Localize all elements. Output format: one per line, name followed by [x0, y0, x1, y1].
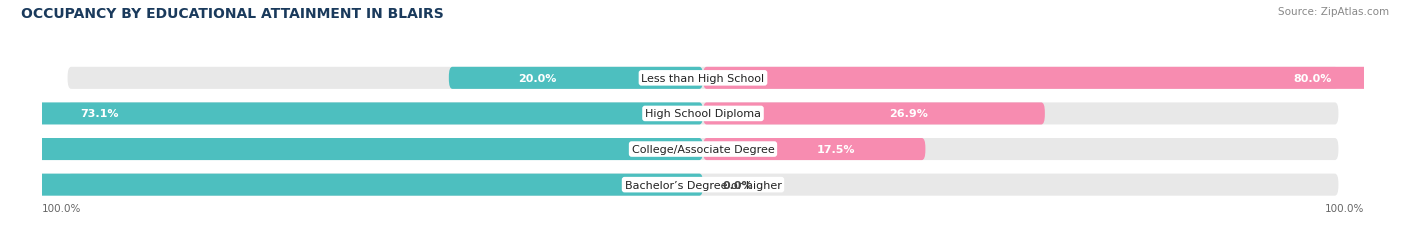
FancyBboxPatch shape	[703, 67, 1406, 89]
FancyBboxPatch shape	[703, 103, 1045, 125]
Text: 80.0%: 80.0%	[1294, 73, 1331, 83]
Text: 100.0%: 100.0%	[1324, 203, 1364, 213]
Text: 73.1%: 73.1%	[80, 109, 118, 119]
Text: 82.5%: 82.5%	[3, 144, 41, 154]
FancyBboxPatch shape	[67, 67, 1339, 89]
Text: Source: ZipAtlas.com: Source: ZipAtlas.com	[1278, 7, 1389, 17]
Text: 26.9%: 26.9%	[889, 109, 928, 119]
FancyBboxPatch shape	[449, 67, 703, 89]
FancyBboxPatch shape	[67, 174, 1339, 196]
FancyBboxPatch shape	[0, 138, 703, 160]
Text: Bachelor’s Degree or higher: Bachelor’s Degree or higher	[624, 180, 782, 190]
FancyBboxPatch shape	[0, 174, 703, 196]
FancyBboxPatch shape	[0, 103, 703, 125]
Text: OCCUPANCY BY EDUCATIONAL ATTAINMENT IN BLAIRS: OCCUPANCY BY EDUCATIONAL ATTAINMENT IN B…	[21, 7, 444, 21]
Text: 0.0%: 0.0%	[723, 180, 752, 190]
Text: 100.0%: 100.0%	[42, 203, 82, 213]
FancyBboxPatch shape	[703, 138, 925, 160]
Text: 20.0%: 20.0%	[519, 73, 557, 83]
FancyBboxPatch shape	[67, 103, 1339, 125]
Text: College/Associate Degree: College/Associate Degree	[631, 144, 775, 154]
Text: 17.5%: 17.5%	[817, 144, 856, 154]
FancyBboxPatch shape	[67, 138, 1339, 160]
Text: Less than High School: Less than High School	[641, 73, 765, 83]
Text: High School Diploma: High School Diploma	[645, 109, 761, 119]
